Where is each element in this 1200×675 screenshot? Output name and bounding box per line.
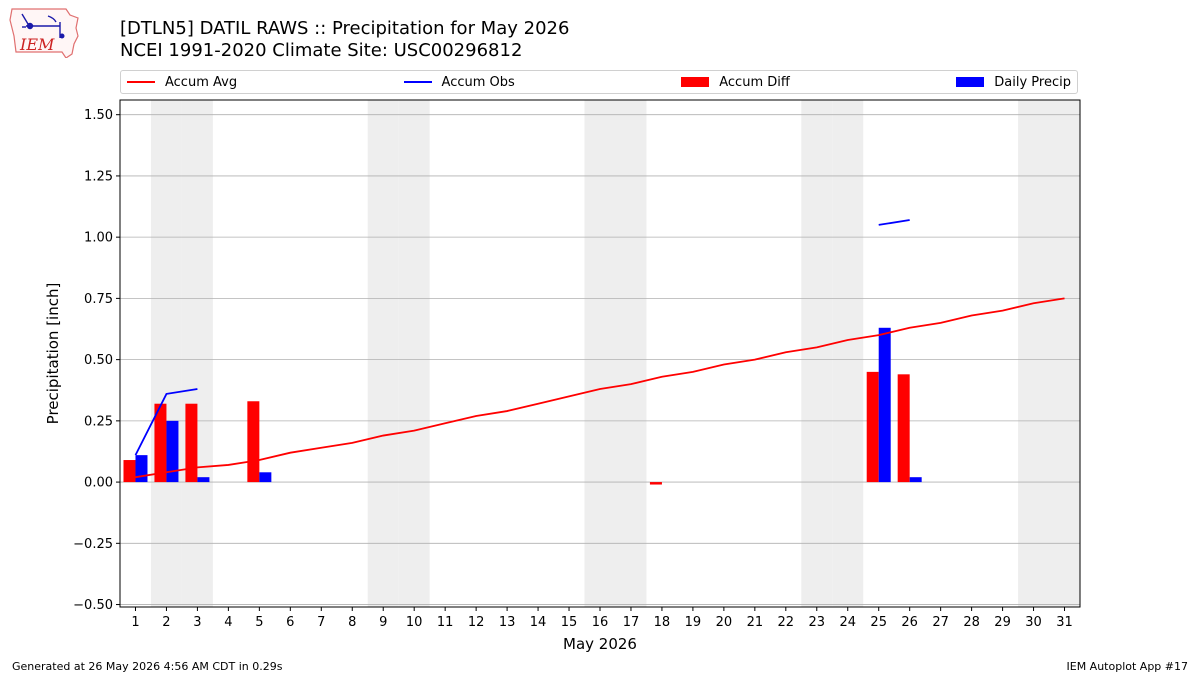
logo-text: IEM <box>19 35 55 54</box>
weekend-shade-day-24 <box>832 100 864 607</box>
weekend-shade-day-31 <box>1049 100 1080 607</box>
legend-item-accum-avg: Accum Avg <box>127 75 237 90</box>
x-tick-label: 16 <box>592 615 609 630</box>
x-tick-label: 14 <box>530 615 547 630</box>
x-tick-label: 17 <box>623 615 640 630</box>
legend-item-daily-precip: Daily Precip <box>956 75 1071 90</box>
daily-precip-bar <box>259 472 272 483</box>
x-tick-label: 23 <box>809 615 826 630</box>
legend-item-accum-obs: Accum Obs <box>403 74 515 90</box>
y-tick-label: 0.00 <box>84 476 113 491</box>
x-tick-label: 13 <box>499 615 516 630</box>
x-tick-label: 1 <box>131 615 139 630</box>
legend-swatch-accum-obs <box>403 81 432 83</box>
accum-diff-bar <box>897 374 910 483</box>
x-tick-label: 29 <box>994 615 1011 630</box>
weekend-shade-day-17 <box>615 100 647 607</box>
x-tick-label: 12 <box>468 615 485 630</box>
footer-generated-text: Generated at 26 May 2026 4:56 AM CDT in … <box>12 660 283 673</box>
y-tick-label: −0.50 <box>73 598 113 613</box>
accum-diff-bar <box>154 403 167 483</box>
accum-diff-bar <box>123 460 136 483</box>
x-tick-label: 27 <box>932 615 949 630</box>
iem-logo: IEM <box>9 8 79 58</box>
x-tick-label: 18 <box>654 615 671 630</box>
weekend-shade-day-2 <box>150 100 182 607</box>
weekend-shade-day-10 <box>398 100 430 607</box>
weekend-shade-day-9 <box>367 100 399 607</box>
x-tick-label: 4 <box>224 615 232 630</box>
daily-precip-bar <box>197 477 210 483</box>
x-tick-label: 24 <box>839 615 856 630</box>
legend-swatch-accum-diff <box>681 77 710 87</box>
y-tick-label: 1.00 <box>84 231 113 246</box>
x-tick-label: 21 <box>747 615 764 630</box>
y-tick-label: 1.50 <box>84 108 113 123</box>
legend-label-accum-obs: Accum Obs <box>441 74 515 90</box>
accum-diff-bar <box>649 482 662 485</box>
y-tick-label: 0.75 <box>84 292 113 307</box>
x-tick-label: 30 <box>1025 615 1042 630</box>
daily-precip-bar <box>878 327 891 483</box>
x-tick-label: 20 <box>716 615 733 630</box>
legend-item-accum-diff: Accum Diff <box>681 75 790 90</box>
weekend-shade-day-3 <box>181 100 213 607</box>
legend-swatch-accum-avg <box>127 81 155 83</box>
legend-swatch-daily-precip <box>956 77 985 87</box>
weekend-shade-day-30 <box>1018 100 1050 607</box>
legend-label-accum-diff: Accum Diff <box>719 74 790 90</box>
weekend-shade-day-23 <box>801 100 833 607</box>
accum-diff-bar <box>247 401 260 483</box>
weekend-shade-day-16 <box>584 100 616 607</box>
daily-precip-bar <box>135 455 148 483</box>
y-tick-label: −0.25 <box>73 537 113 552</box>
x-tick-label: 5 <box>255 615 263 630</box>
y-tick-label: 1.25 <box>84 169 113 184</box>
legend-label-daily-precip: Daily Precip <box>994 74 1071 90</box>
x-tick-label: 10 <box>406 615 423 630</box>
daily-precip-bar <box>909 477 922 483</box>
x-tick-label: 28 <box>963 615 980 630</box>
x-tick-label: 3 <box>193 615 201 630</box>
footer-app-text: IEM Autoplot App #17 <box>1066 660 1189 673</box>
x-tick-label: 9 <box>379 615 387 630</box>
x-axis-label: May 2026 <box>563 635 637 653</box>
accum-diff-bar <box>866 371 879 483</box>
chart-subtitle: NCEI 1991-2020 Climate Site: USC00296812 <box>120 40 523 61</box>
x-tick-label: 22 <box>778 615 795 630</box>
legend-label-accum-avg: Accum Avg <box>165 74 238 90</box>
x-tick-label: 15 <box>561 615 578 630</box>
x-tick-label: 11 <box>437 615 454 630</box>
x-tick-label: 26 <box>901 615 918 630</box>
legend: Accum Avg Accum Obs Accum Diff Daily Pre… <box>120 70 1078 94</box>
accum-avg-line <box>135 297 1065 479</box>
x-tick-label: 2 <box>162 615 170 630</box>
x-tick-label: 6 <box>286 615 294 630</box>
x-tick-label: 19 <box>685 615 702 630</box>
chart-title: [DTLN5] DATIL RAWS :: Precipitation for … <box>120 18 570 39</box>
accum-obs-line <box>878 219 910 226</box>
y-tick-label: 0.50 <box>84 353 113 368</box>
x-tick-label: 25 <box>870 615 887 630</box>
daily-precip-bar <box>166 420 179 483</box>
weather-instruments-icon <box>21 13 65 39</box>
x-tick-label: 31 <box>1056 615 1073 630</box>
y-axis-label: Precipitation [inch] <box>44 283 62 425</box>
x-tick-label: 8 <box>348 615 356 630</box>
accum-obs-line <box>134 388 198 456</box>
accum-diff-bar <box>185 403 198 483</box>
x-tick-label: 7 <box>317 615 325 630</box>
y-tick-label: 0.25 <box>84 414 113 429</box>
